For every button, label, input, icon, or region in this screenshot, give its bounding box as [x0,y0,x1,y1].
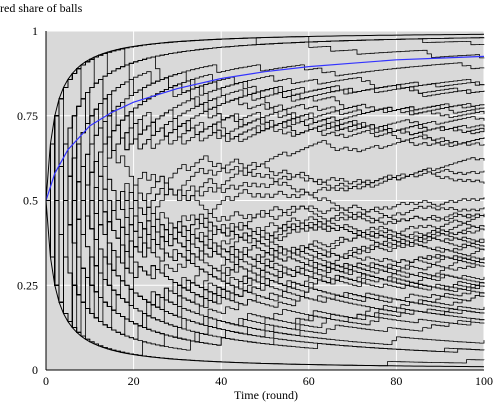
highlighted-path [45,55,485,201]
axes [45,31,484,371]
path-52 [46,200,485,306]
x-tick-label-0: 0 [43,374,49,388]
y-tick-label-1: 0.25 [17,278,38,292]
path-28 [46,48,485,201]
y-tick-labels: 0 0.25 0.5 0.75 1 [17,24,38,377]
x-tick-labels: 0 20 40 60 80 100 [43,374,493,388]
y-tick-label-2: 0.5 [23,194,38,208]
path-30 [46,200,485,351]
highlighted-path-group [45,55,485,201]
x-tick-label-1: 20 [128,374,140,388]
path-46 [46,74,485,201]
y-tick-label-3: 0.75 [17,109,38,123]
x-tick-label-3: 60 [303,374,315,388]
path-57 [46,98,485,201]
lower-envelope [45,200,485,368]
y-tick-label-4: 1 [32,24,38,38]
sample-paths [45,33,485,368]
y-tick-label-0: 0 [32,363,38,377]
path-42 [46,68,485,201]
y-axis-label: red share of balls [0,1,83,15]
path-45 [46,37,485,201]
path-54 [46,143,485,319]
upper-envelope [45,33,485,201]
path-48 [46,115,485,291]
x-tick-label-5: 100 [475,374,493,388]
path-56 [46,157,485,286]
x-axis-label: Time (round) [234,388,298,402]
x-tick-label-2: 40 [215,374,227,388]
x-tick-label-4: 80 [390,374,402,388]
path-59 [46,143,485,257]
path-43 [46,81,485,201]
